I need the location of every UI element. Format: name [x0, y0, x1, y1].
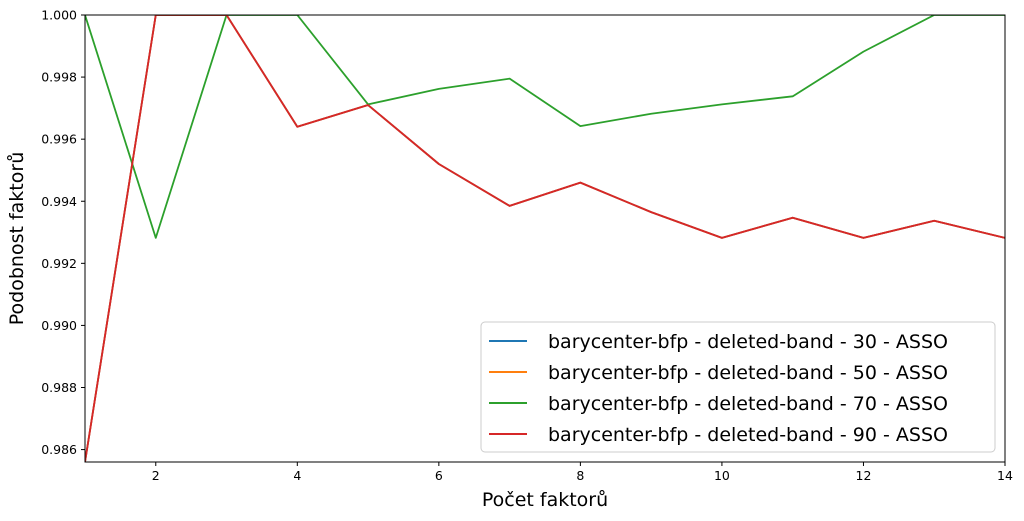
legend-label-1: barycenter-bfp - deleted-band - 30 - ASS…	[548, 331, 948, 353]
x-tick-label: 8	[576, 468, 584, 483]
series-line-4	[85, 15, 1005, 462]
y-tick-label: 0.986	[41, 442, 77, 457]
y-tick-label: 0.994	[41, 194, 77, 209]
y-tick-label: 0.990	[41, 318, 77, 333]
x-axis-label: Počet faktorů	[482, 489, 608, 511]
legend-box	[480, 321, 996, 453]
y-tick-label: 0.998	[41, 70, 77, 85]
legend: barycenter-bfp - deleted-band - 30 - ASS…	[480, 321, 996, 453]
plot-frame	[84, 14, 1006, 463]
legend-label-2: barycenter-bfp - deleted-band - 50 - ASS…	[548, 362, 948, 384]
y-tick-label: 0.996	[41, 132, 77, 147]
x-axis: 2 4 6 8 10 12 14	[152, 462, 1013, 483]
legend-label-4: barycenter-bfp - deleted-band - 90 - ASS…	[548, 424, 948, 446]
x-tick-label: 6	[435, 468, 443, 483]
x-tick-label: 14	[997, 468, 1013, 483]
x-tick-label: 4	[293, 468, 301, 483]
y-tick-label: 0.988	[41, 380, 77, 395]
series-layer	[85, 15, 1005, 462]
y-axis-label: Podobnost faktorů	[6, 152, 28, 325]
x-tick-label: 12	[856, 468, 872, 483]
y-tick-label: 1.000	[41, 8, 77, 23]
x-tick-label: 10	[714, 468, 730, 483]
legend-label-3: barycenter-bfp - deleted-band - 70 - ASS…	[548, 393, 948, 415]
series-line-3	[85, 15, 1005, 239]
x-tick-label: 2	[152, 468, 160, 483]
y-axis: 0.986 0.988 0.990 0.992 0.994 0.996 0.998 1.000	[41, 8, 85, 457]
y-tick-label: 0.992	[41, 256, 77, 271]
